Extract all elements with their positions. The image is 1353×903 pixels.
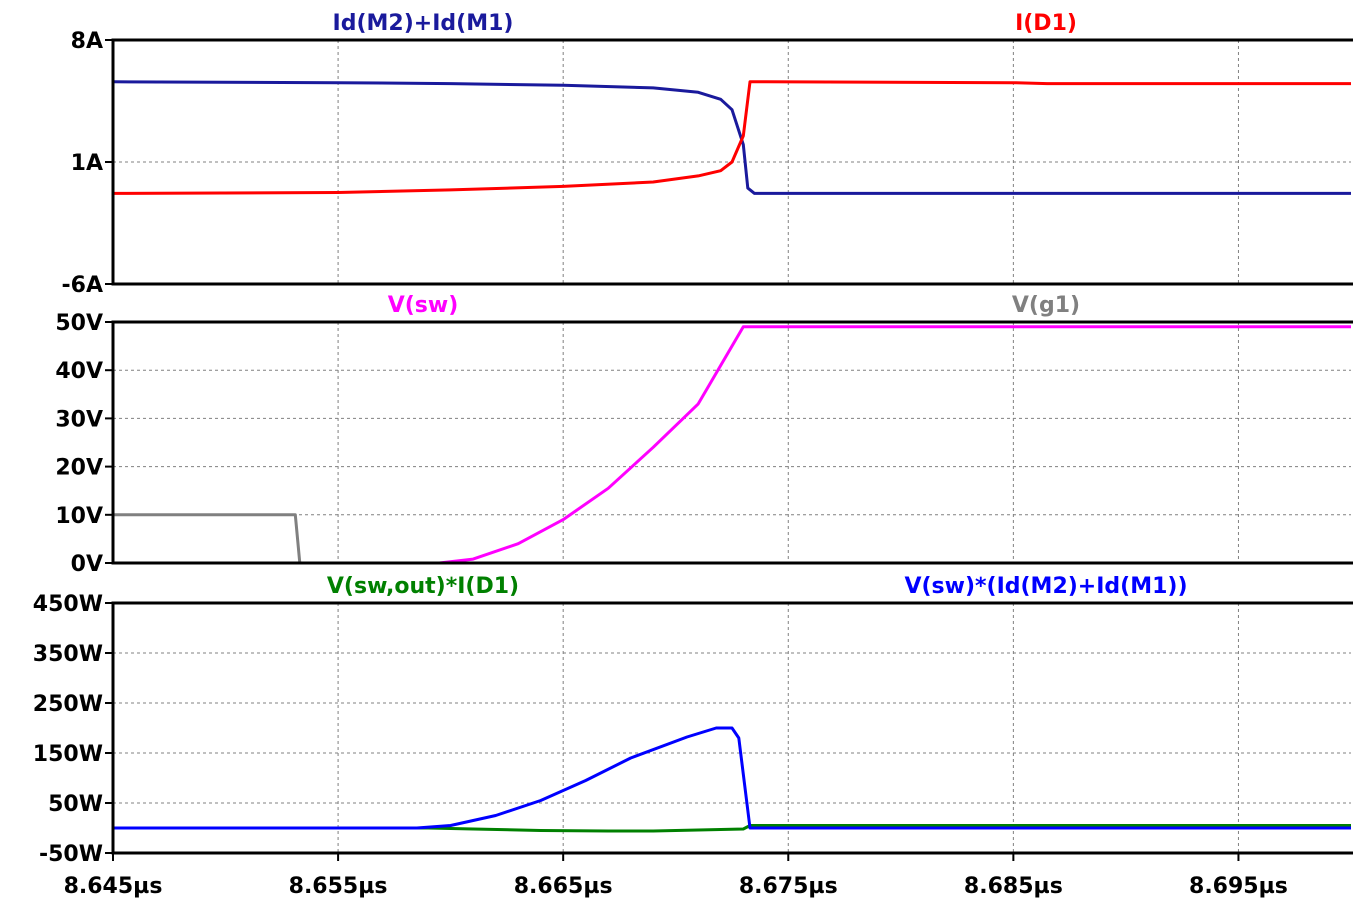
panel-frame: [111, 601, 1353, 855]
series-label: Id(M2)+Id(M1): [333, 11, 514, 36]
x-tick-label: 8.665µs: [514, 874, 613, 899]
panel-frame: [111, 38, 1353, 286]
x-tick-label: 8.695µs: [1189, 874, 1288, 899]
series-line: [113, 824, 1351, 833]
x-tick-label: 8.655µs: [289, 874, 388, 899]
x-tick-label: 8.675µs: [739, 874, 838, 899]
y-tick-label: 50W: [48, 792, 103, 817]
y-tick-label: 150W: [33, 742, 103, 767]
x-tick-label: 8.685µs: [964, 874, 1063, 899]
y-tick-label: 10V: [55, 504, 103, 529]
series-line: [113, 80, 1351, 195]
y-tick-label: 450W: [33, 592, 103, 617]
series-label: V(g1): [1012, 293, 1080, 318]
y-tick-label: -50W: [39, 842, 103, 867]
y-tick-label: 8A: [71, 29, 103, 54]
panel-2: 50V 40V 30V 20V 10V 0V V(sw) V(g1): [55, 293, 1353, 577]
series-line: [113, 513, 1351, 563]
series-label: V(sw): [388, 293, 459, 318]
y-tick-label: 30V: [55, 407, 103, 432]
y-tick-label: -6A: [62, 273, 103, 298]
x-tick-label: 8.645µs: [64, 874, 163, 899]
series-label: V(sw,out)*I(D1): [327, 574, 519, 599]
panel-1: 8A 1A -6A Id(M2)+Id(M1) I(D1): [62, 11, 1353, 298]
y-tick-label: 40V: [55, 359, 103, 384]
y-tick-label: 1A: [71, 151, 103, 176]
series-line: [113, 325, 1351, 563]
series-line: [113, 726, 1351, 830]
series-label: I(D1): [1015, 11, 1077, 36]
y-tick-label: 250W: [33, 692, 103, 717]
series-label: V(sw)*(Id(M2)+Id(M1)): [904, 574, 1187, 599]
y-tick-label: 350W: [33, 642, 103, 667]
panel-frame: [111, 320, 1353, 565]
series-line: [113, 80, 1351, 195]
y-tick-label: 20V: [55, 456, 103, 481]
y-tick-label: 50V: [55, 311, 103, 336]
panel-3: 450W 350W 250W 150W 50W -50W 8.645µs 8.655µs 8.6…: [33, 574, 1353, 899]
y-tick-label: 0V: [71, 552, 103, 577]
